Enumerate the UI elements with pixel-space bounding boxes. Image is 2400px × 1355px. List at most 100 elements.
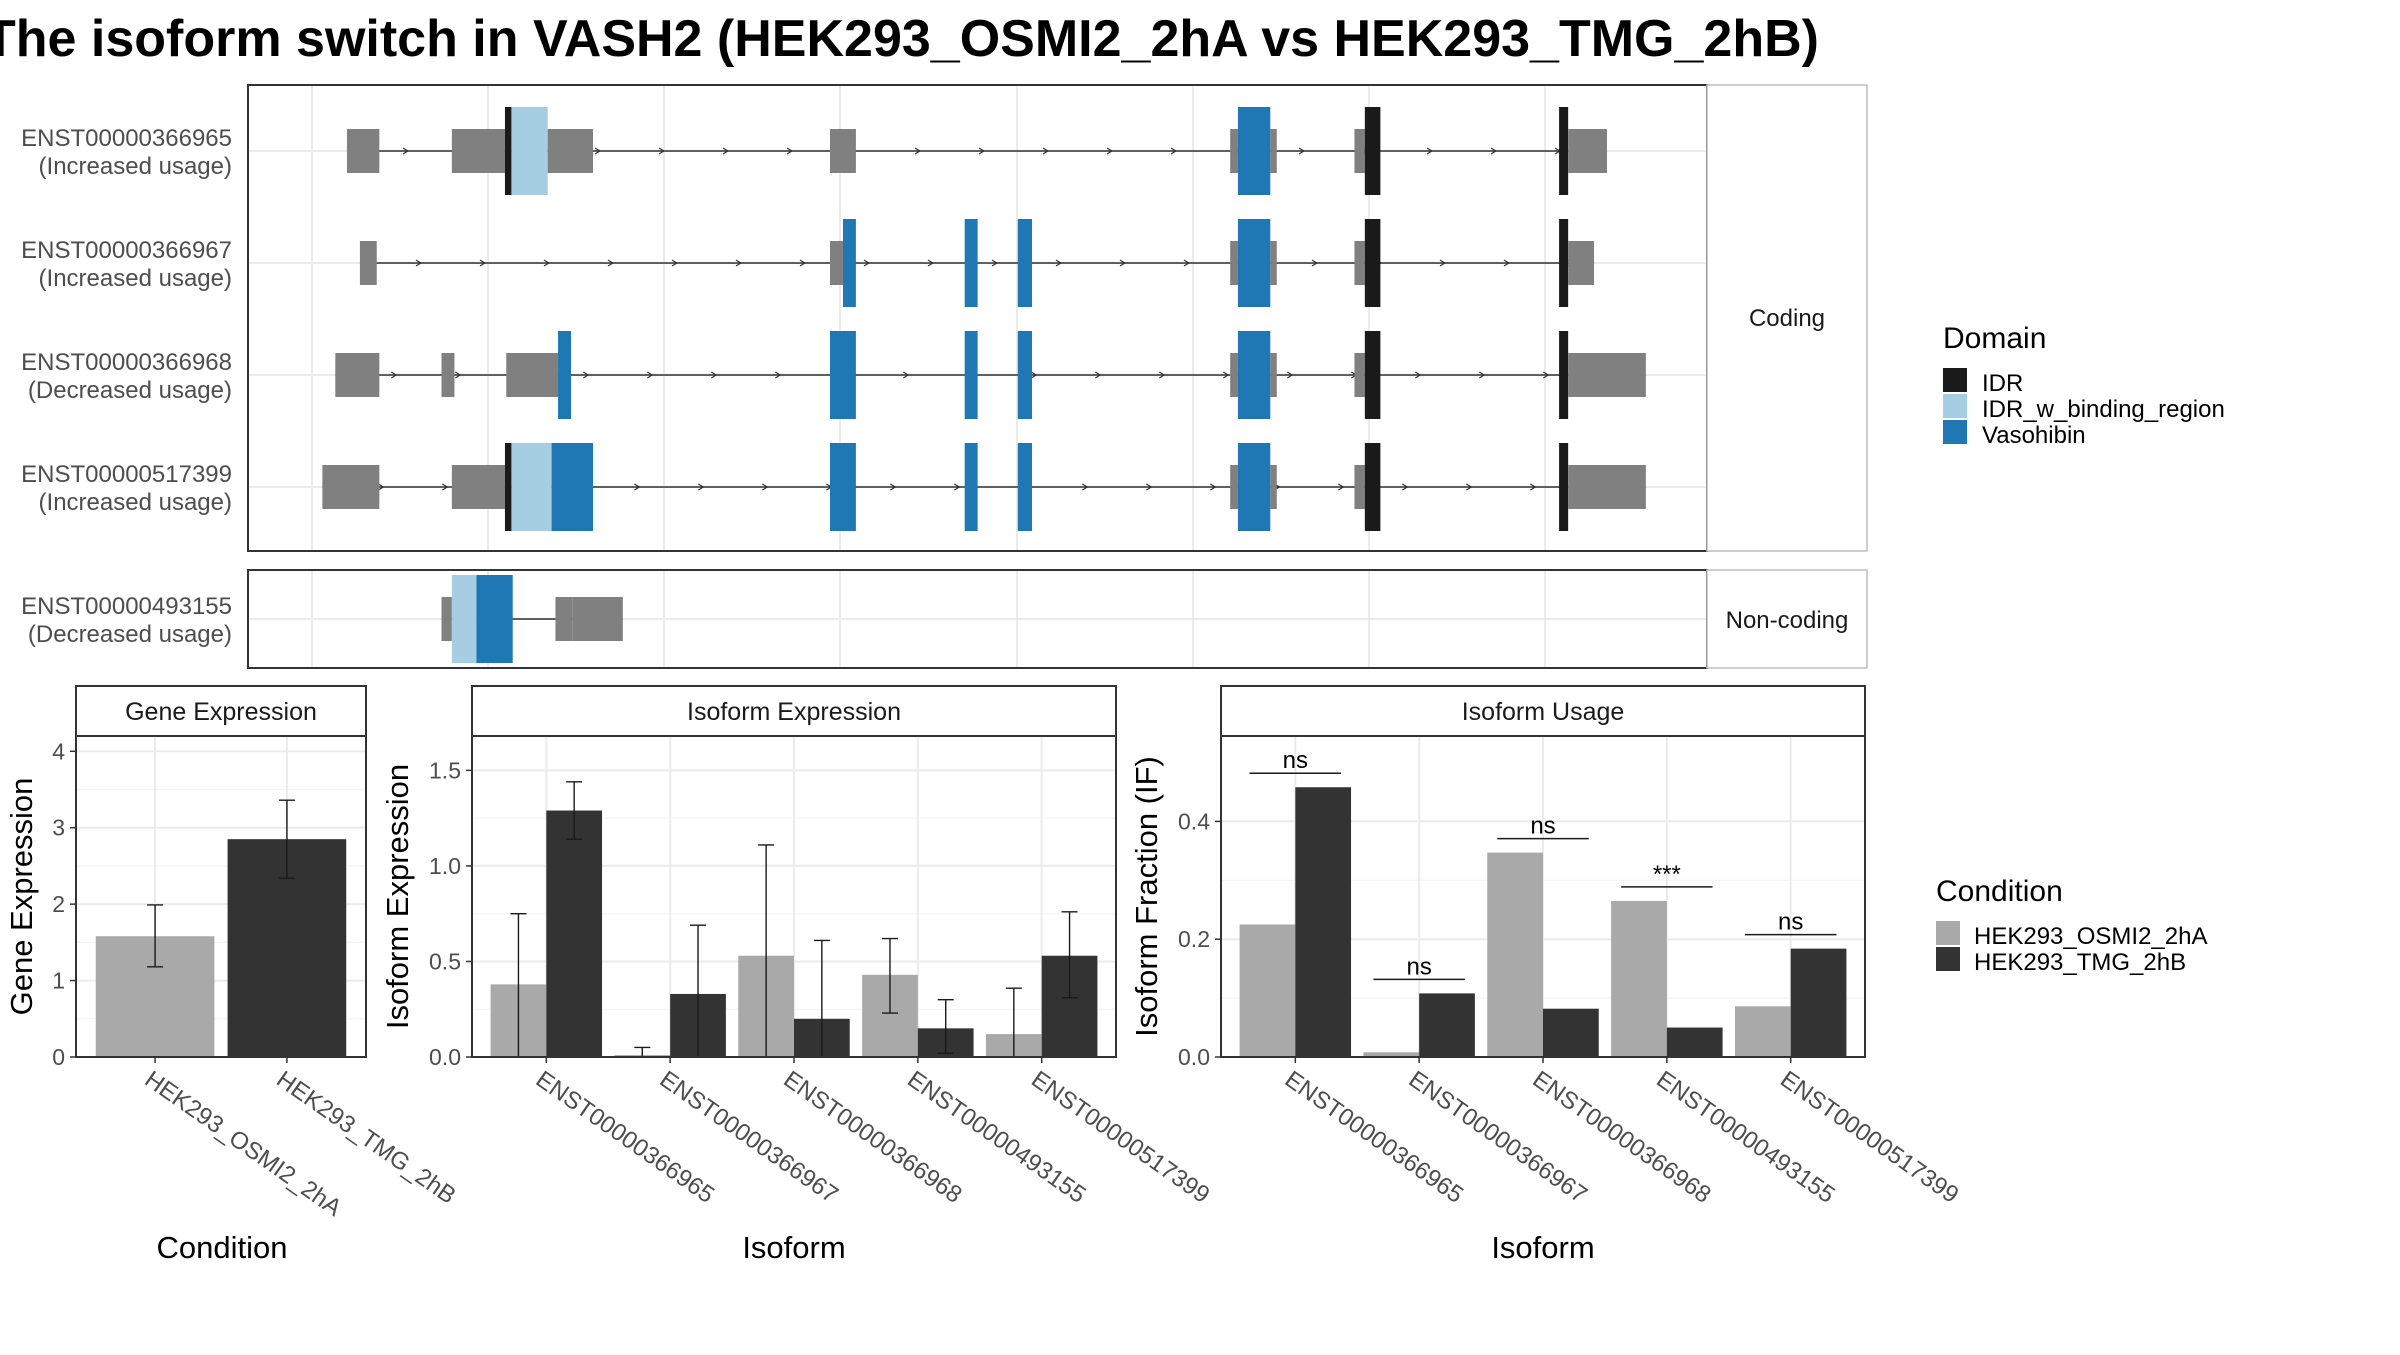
exon-vasohibin xyxy=(1237,107,1271,195)
significance-label: ns xyxy=(1406,953,1431,980)
strand-arrow xyxy=(863,259,871,267)
exon-vasohibin xyxy=(1017,443,1033,531)
strand-arrow xyxy=(1159,371,1166,379)
strand-arrow xyxy=(1298,147,1306,155)
strand-arrow xyxy=(1402,483,1409,491)
strand-arrow xyxy=(1543,371,1550,379)
strand-arrow xyxy=(1170,147,1178,155)
strand-arrow xyxy=(762,483,769,491)
exon-vasohibin xyxy=(558,331,571,419)
exon-utr xyxy=(830,241,843,285)
exon-vasohibin xyxy=(964,219,978,307)
legend-swatch-cond1 xyxy=(1936,921,1960,945)
exon-vasohibin xyxy=(964,443,978,531)
strand-arrow xyxy=(1042,147,1050,155)
isoform-id-label: ENST00000366965 xyxy=(21,125,232,152)
legend-swatch-idr xyxy=(1943,368,1967,392)
exon-utr xyxy=(1568,129,1607,173)
y-tick-label: 0.0 xyxy=(429,1044,461,1070)
chart-title: Isoform Expression xyxy=(687,698,901,726)
exon-idr xyxy=(1364,219,1381,307)
exon-idr_w_binding_region xyxy=(511,443,552,531)
strand-arrow xyxy=(1530,483,1537,491)
exon-utr xyxy=(1354,353,1365,397)
y-tick-label: 2 xyxy=(52,891,65,917)
exon-utr xyxy=(555,597,573,641)
strip-coding-box xyxy=(1706,84,1868,552)
strand-arrow xyxy=(1055,259,1063,267)
significance-label: ns xyxy=(1530,813,1555,840)
exon-utr xyxy=(1568,353,1646,397)
strand-arrow xyxy=(1082,483,1089,491)
x-axis-title: Isoform xyxy=(1491,1230,1594,1265)
strand-arrow xyxy=(402,147,410,155)
exon-utr xyxy=(506,353,559,397)
exon-vasohibin xyxy=(1237,219,1271,307)
bar xyxy=(1734,1006,1791,1057)
strand-arrow xyxy=(1503,259,1511,267)
y-tick-label: 4 xyxy=(52,738,65,764)
domain-legend: Domain IDR IDR_w_binding_region Vasohibi… xyxy=(1943,322,2225,449)
strand-arrow xyxy=(1439,259,1447,267)
exon-utr xyxy=(572,597,623,641)
exon-utr xyxy=(346,129,380,173)
exon-idr xyxy=(1559,219,1569,307)
strand-arrow xyxy=(1490,147,1498,155)
exon-idr xyxy=(1364,331,1381,419)
legend-swatch-vasohibin xyxy=(1943,420,1967,444)
exon-idr xyxy=(504,443,512,531)
chart-border xyxy=(75,735,367,1058)
exon-idr_w_binding_region xyxy=(451,575,477,663)
isoform-structure-panel: ENST00000366965 (Increased usage)ENST0000… xyxy=(21,84,1708,669)
exon-utr xyxy=(1568,241,1595,285)
isoform-usage-label: (Increased usage) xyxy=(39,265,232,292)
strand-arrow xyxy=(442,483,449,491)
strand-arrow xyxy=(1287,371,1294,379)
strand-arrow xyxy=(594,147,602,155)
strand-arrow xyxy=(1210,483,1217,491)
strand-arrow xyxy=(1106,147,1114,155)
exon-vasohibin xyxy=(830,331,856,419)
exon-vasohibin xyxy=(476,575,513,663)
exon-idr xyxy=(1559,443,1569,531)
strand-arrow xyxy=(954,483,961,491)
y-tick-label: 1.5 xyxy=(429,757,461,783)
exon-utr xyxy=(1270,129,1277,173)
strand-arrow xyxy=(1119,259,1127,267)
strand-arrow xyxy=(455,371,462,379)
strand-arrow xyxy=(1311,259,1319,267)
exon-utr xyxy=(830,129,856,173)
exon-utr xyxy=(1354,465,1365,509)
exon-vasohibin xyxy=(842,219,856,307)
exon-idr_w_binding_region xyxy=(511,107,548,195)
strand-arrow xyxy=(914,147,922,155)
strand-arrow xyxy=(1095,371,1102,379)
exon-utr xyxy=(1568,465,1646,509)
strand-arrow xyxy=(775,371,782,379)
strand-arrow xyxy=(698,483,705,491)
bar xyxy=(1611,900,1667,1057)
strand-arrow xyxy=(786,147,794,155)
y-tick-label: 0.2 xyxy=(1178,926,1210,952)
exon-utr xyxy=(451,129,505,173)
significance-label: *** xyxy=(1653,861,1681,888)
strand-arrow xyxy=(711,371,718,379)
exon-idr xyxy=(1559,107,1569,195)
isoform-id-label: ENST00000366967 xyxy=(21,237,232,264)
legend-label-idr-binding: IDR_w_binding_region xyxy=(1982,396,2225,423)
isoform-usage-label: (Decreased usage) xyxy=(28,377,232,404)
isoform-usage-label: (Decreased usage) xyxy=(28,621,232,648)
legend-label-idr: IDR xyxy=(1982,370,2023,397)
strand-arrow xyxy=(1479,371,1486,379)
bar xyxy=(1790,948,1847,1057)
strip-coding-label: Coding xyxy=(1749,305,1825,332)
bar xyxy=(1666,1027,1723,1057)
exon-utr xyxy=(1270,353,1277,397)
bar xyxy=(1487,852,1543,1057)
strand-arrow xyxy=(415,259,423,267)
bar xyxy=(1419,993,1475,1057)
y-tick-label: 0 xyxy=(52,1044,65,1070)
y-tick-label: 0.5 xyxy=(429,948,461,974)
exon-vasohibin xyxy=(964,331,978,419)
